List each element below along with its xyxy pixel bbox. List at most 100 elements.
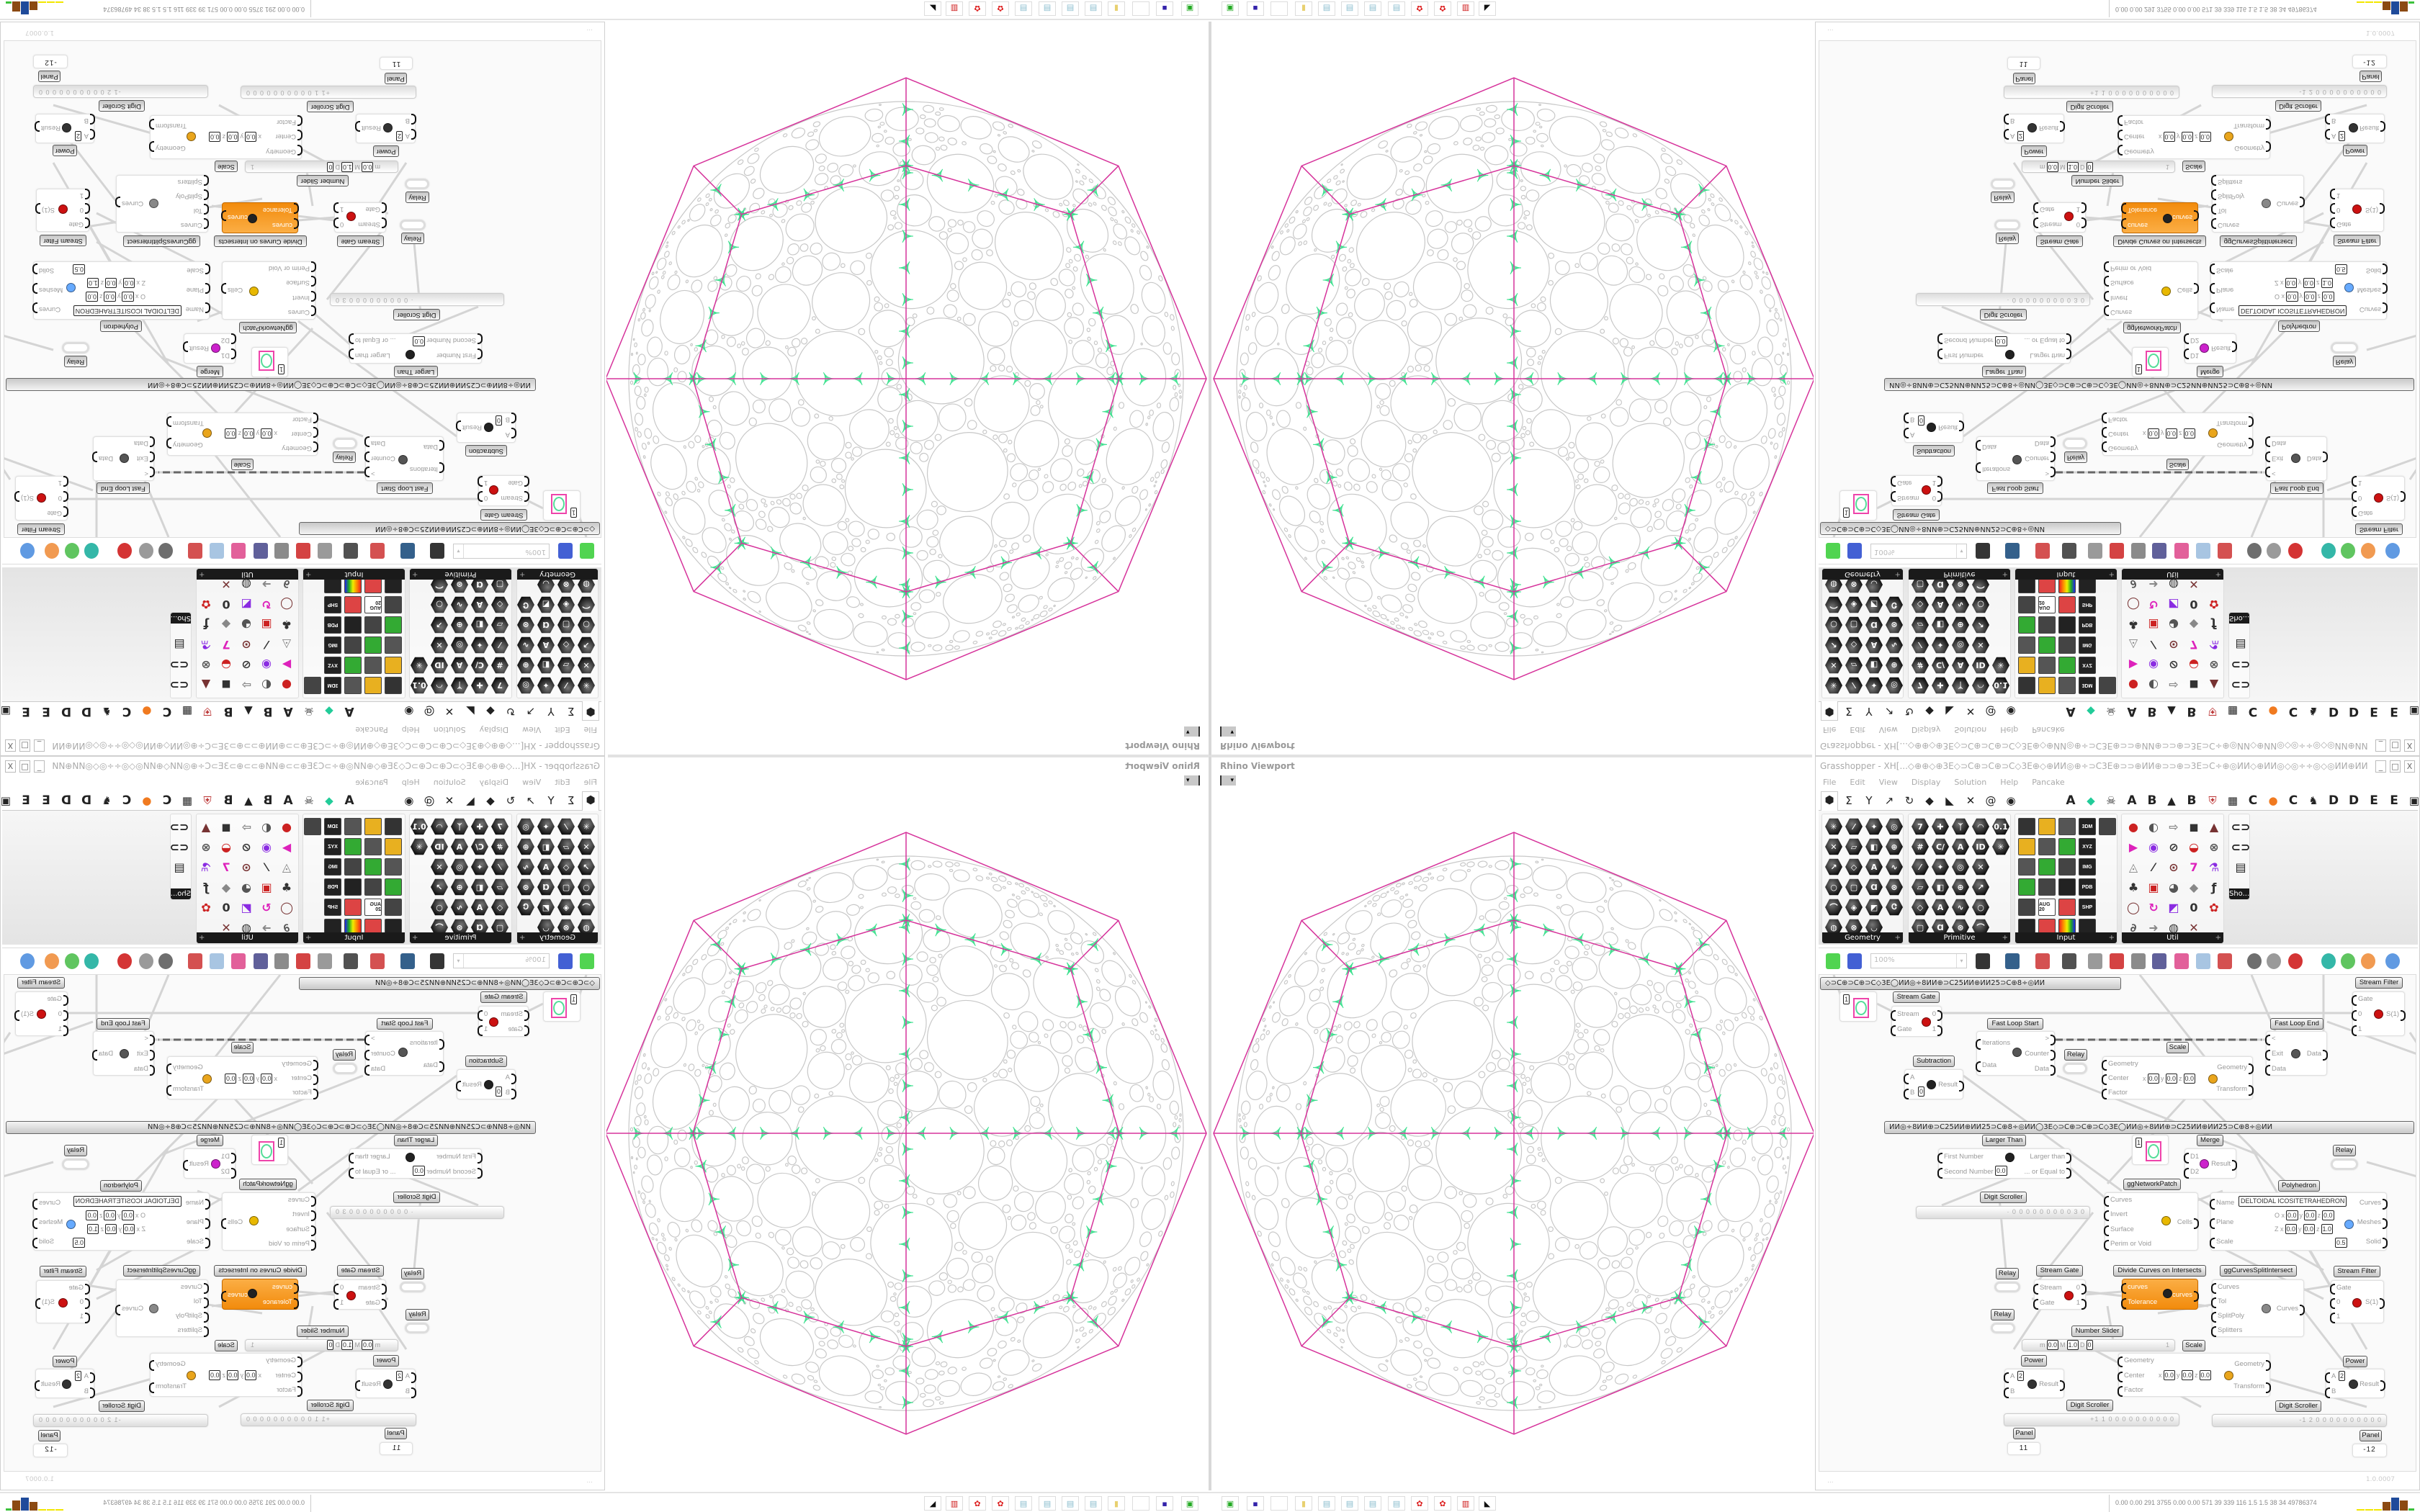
output-port[interactable]: 0 [1932,1009,1943,1021]
component-icon[interactable] [2018,596,2035,613]
input-port[interactable]: 0 [58,1010,62,1018]
input-port[interactable]: < [2265,1035,2276,1046]
display-eye-icon[interactable]: ◉ [404,705,414,718]
digit-scroller-component[interactable]: +1 1 0 0 0 0 0 0 0 0 0 0 [2004,86,2179,99]
component-icon[interactable] [364,657,382,674]
component-icon[interactable]: ◠ [431,818,448,835]
component-icon[interactable]: ○ [1825,878,1842,896]
power-component[interactable]: A B Result 2 [356,1369,416,1398]
output-port[interactable]: Data [2306,454,2321,462]
component-icon[interactable]: ◇ [1845,858,1863,876]
scale-component[interactable]: Geometry Center Factor Geometry Transform x 0.… [2118,1353,2271,1397]
mesh-plane-icon[interactable]: ◣ [1945,794,1954,807]
power-label[interactable]: Power [2343,1356,2367,1367]
display-eye-icon[interactable]: ◉ [404,794,414,807]
orange-dot-icon[interactable]: ● [2268,794,2278,807]
grasshopper-canvas[interactable]: ◇⊃C⊕⊃C⊕⊃C◇3E◯ИИ◎÷8ИИ⊕⊃C25ИИ⊕ИИ25⊃C⊕8÷◎ИИ… [1819,974,2416,1472]
output-port[interactable]: Cells [2177,1218,2200,1229]
polyhedron-label[interactable]: Polyhedron [2278,320,2320,332]
value-box[interactable]: 0.0 [1995,1166,2007,1176]
output-port[interactable]: Result [41,1380,60,1388]
tab-e[interactable]: E [2390,793,2398,808]
wireframe-preview-icon[interactable] [158,953,173,969]
component-icon[interactable]: 0 [222,900,230,914]
relay-component[interactable] [2331,342,2358,354]
group-bar[interactable]: ИИ◎÷8ИИ⊕⊃C25ИИ⊕ИИ25⊃C⊕8÷◎ИИ◯3E◇⊃C⊕⊃C⊕⊃C◇… [1884,378,2414,391]
component-icon[interactable]: ◆ [221,618,231,632]
ribbon-group-label[interactable]: Primitive + [410,569,511,580]
relay-label[interactable]: Relay [2333,1145,2356,1156]
component-icon[interactable]: 7 [2190,638,2198,652]
menu-display[interactable]: Display [479,725,509,734]
component-icon[interactable]: IMG [324,858,341,876]
ggcurvessplitintersect-component[interactable]: Curves Tol SplitPoly Splitters Curves [116,1279,208,1337]
component-icon[interactable]: ◒ [221,658,231,672]
circle-param-component[interactable]: 1 [1839,490,1877,521]
output-port[interactable]: Cells [2177,286,2192,294]
component-icon[interactable] [344,858,362,876]
stream-gate-label[interactable]: Stream Gate [337,1265,384,1277]
component-icon[interactable]: ✚ [1932,677,1949,694]
output-port[interactable]: Result [462,423,482,431]
fast-loop-end-label[interactable]: Fast Loop End [97,482,150,494]
input-port[interactable]: SplitPoly [2211,1312,2244,1323]
canvas-image-icon[interactable] [274,543,289,559]
digit-scroller-component[interactable]: +1 1 0 0 0 0 0 0 0 0 0 0 [241,1413,416,1426]
ribbon-group-label[interactable]: Util + [197,569,298,580]
relay-component[interactable] [2331,1158,2358,1170]
input-port[interactable]: D2 [220,1167,230,1176]
component-icon[interactable]: A [1865,636,1883,654]
component-icon[interactable]: ∿ [1952,899,1969,916]
input-port[interactable]: Stream [2033,1283,2062,1295]
input-port[interactable]: B [2003,1387,2015,1398]
minimize-button[interactable]: _ [34,760,45,773]
param-value[interactable]: 1 [277,1138,284,1148]
notepad-icon[interactable]: ▤ [1388,1496,1405,1511]
component-icon[interactable] [2058,838,2076,855]
ribbon-group-label[interactable]: Geometry + [1822,569,1903,580]
fast-loop-start-component[interactable]: Iterations Data > Counter Data [1976,436,2055,481]
stream-filter-component[interactable]: Gate 0 1 S(1) [15,476,68,521]
component-icon[interactable]: ◒ [221,840,231,854]
digit-scroller-label[interactable]: Digit Scroller [2066,101,2113,112]
ribbon-group-label[interactable]: Util + [2122,932,2223,943]
number-slider-label[interactable]: Number Slider [2071,175,2123,186]
component-icon[interactable] [344,677,362,694]
component-icon[interactable]: ⊙ [241,860,251,874]
number-slider-component[interactable]: 1 m 0.0 M 1.0 D 0 [2022,161,2175,173]
node-value[interactable]: -1 2 0 0 0 0 0 0 0 0 0 0 [2299,1416,2382,1423]
component-icon[interactable] [2058,616,2076,634]
component-icon[interactable]: ✿ [2209,598,2219,612]
box-icon[interactable]: ▣ [2408,705,2420,718]
input-port[interactable]: A [1903,1073,1915,1084]
rhino-viewport[interactable]: Rhino Viewport ▾ [606,22,1210,756]
blank-icon[interactable] [1132,1496,1150,1511]
input-port[interactable]: 1 [2351,1025,2362,1036]
input-port[interactable]: Tol [2210,1297,2227,1308]
tab-b[interactable]: B [2147,704,2157,719]
relay-label[interactable]: Relay [64,1145,87,1156]
component-icon[interactable]: A [537,636,555,654]
input-port[interactable]: A [505,431,510,439]
component-icon[interactable]: ⊕ [451,616,468,634]
component-icon[interactable]: ▱ [1845,657,1863,674]
relay-label[interactable]: Relay [64,356,87,367]
expand-icon[interactable]: + [2002,934,2008,942]
input-port[interactable]: curves [2128,221,2148,230]
new-file-icon[interactable] [1826,543,1840,559]
component-icon[interactable]: ✦ [1865,677,1883,694]
component-icon[interactable]: ↗ [431,878,448,896]
input-port[interactable]: curves [272,1282,292,1291]
input-port[interactable]: Iterations [1982,465,2011,474]
scale-label[interactable]: Scale [2182,161,2205,172]
divide-curves-on-intersects-label[interactable]: Divide Curves on Intersects [2113,1265,2206,1277]
value-box[interactable]: 0 [2086,1340,2093,1350]
component-icon[interactable]: ✦ [1932,636,1949,654]
stream-filter-component[interactable]: Gate 0 1 S(1) [15,991,68,1036]
component-icon[interactable] [2058,818,2076,835]
new-file-icon[interactable] [580,543,594,559]
expand-icon[interactable]: + [2215,570,2221,578]
param-value[interactable]: 1 [2136,364,2143,374]
wolf-icon[interactable]: ◣ [1479,1496,1496,1511]
component-icon[interactable]: XYZ [2079,838,2096,855]
